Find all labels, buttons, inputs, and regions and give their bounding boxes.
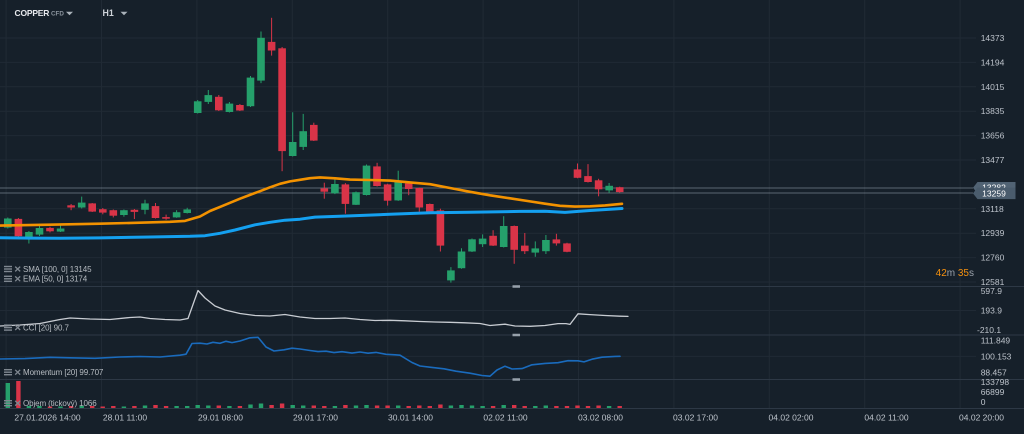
svg-text:14194: 14194	[981, 57, 1005, 67]
svg-text:13118: 13118	[981, 204, 1004, 214]
svg-text:27.01.2026 14:00: 27.01.2026 14:00	[14, 413, 80, 423]
svg-text:14015: 14015	[981, 82, 1005, 92]
svg-text:133798: 133798	[981, 377, 1010, 387]
svg-text:12939: 12939	[981, 228, 1005, 238]
svg-text:12760: 12760	[981, 253, 1005, 263]
svg-text:66899: 66899	[981, 387, 1005, 397]
svg-text:CFD: CFD	[51, 10, 64, 17]
svg-text:H1: H1	[103, 8, 114, 18]
svg-text:04.02 11:00: 04.02 11:00	[864, 413, 909, 423]
svg-text:03.02 08:00: 03.02 08:00	[578, 413, 623, 423]
svg-text:04.02 20:00: 04.02 20:00	[959, 413, 1004, 423]
svg-text:13477: 13477	[981, 155, 1005, 165]
svg-text:100.153: 100.153	[981, 352, 1012, 362]
svg-text:0: 0	[981, 397, 986, 407]
svg-text:29.01 17:00: 29.01 17:00	[293, 413, 338, 423]
svg-text:CCI [20] 90.7: CCI [20] 90.7	[23, 324, 69, 333]
svg-text:02.02 11:00: 02.02 11:00	[483, 413, 528, 423]
svg-text:Momentum [20] 99.707: Momentum [20] 99.707	[23, 368, 104, 377]
svg-text:04.02 02:00: 04.02 02:00	[769, 413, 814, 423]
svg-text:88.457: 88.457	[981, 368, 1007, 378]
svg-text:13835: 13835	[981, 106, 1005, 116]
svg-text:Objem (tickový) 1066: Objem (tickový) 1066	[23, 399, 97, 408]
svg-text:193.9: 193.9	[981, 306, 1003, 316]
svg-text:13259: 13259	[982, 188, 1006, 198]
svg-text:-210.1: -210.1	[977, 325, 1001, 335]
svg-text:EMA [50, 0] 13174: EMA [50, 0] 13174	[23, 275, 88, 284]
svg-text:597.9: 597.9	[981, 286, 1003, 296]
svg-text:SMA [100, 0] 13145: SMA [100, 0] 13145	[23, 265, 92, 274]
svg-text:14373: 14373	[981, 33, 1005, 43]
svg-text:28.01 11:00: 28.01 11:00	[103, 413, 148, 423]
svg-text:29.01 08:00: 29.01 08:00	[198, 413, 243, 423]
svg-text:30.01 14:00: 30.01 14:00	[388, 413, 433, 423]
svg-text:13656: 13656	[981, 131, 1005, 141]
svg-text:111.849: 111.849	[981, 336, 1011, 346]
svg-text:03.02 17:00: 03.02 17:00	[673, 413, 718, 423]
svg-text:12581: 12581	[981, 277, 1005, 287]
svg-text:42m 35s: 42m 35s	[936, 268, 974, 279]
svg-text:COPPER: COPPER	[15, 8, 50, 18]
